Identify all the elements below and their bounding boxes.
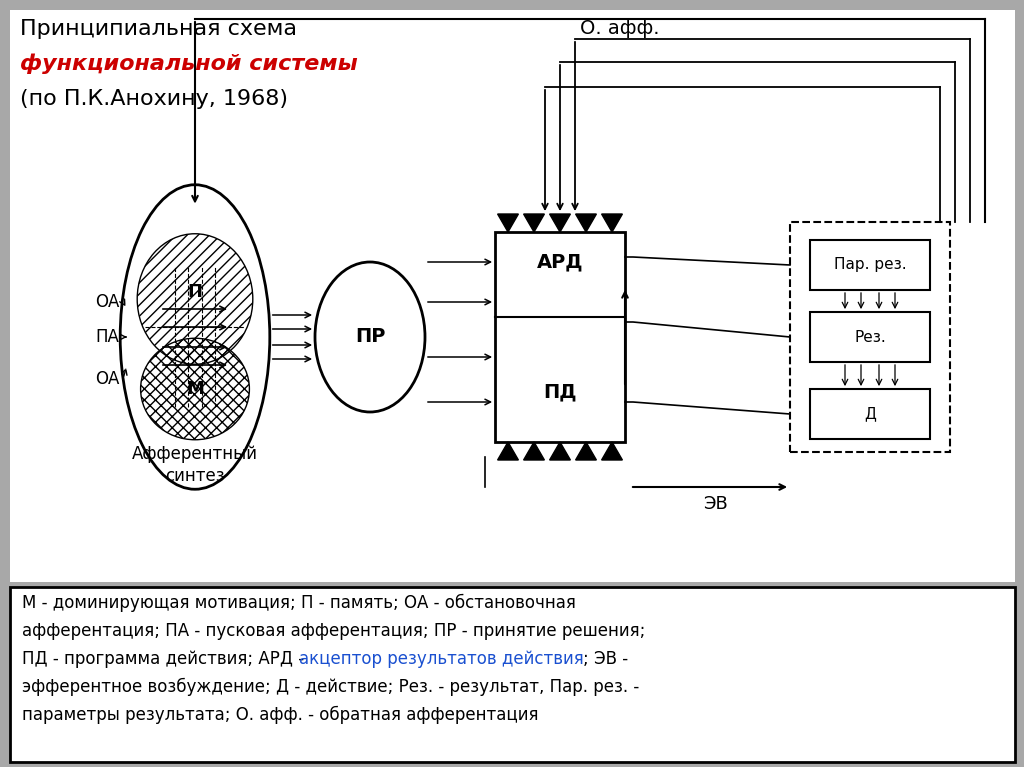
Text: М: М — [186, 380, 204, 398]
Bar — [10, 587, 1015, 762]
Text: АРД: АРД — [537, 252, 584, 272]
Text: Рез.: Рез. — [854, 330, 886, 344]
Text: П: П — [187, 283, 203, 301]
Text: Д: Д — [864, 407, 876, 422]
Text: акцептор результатов действия: акцептор результатов действия — [299, 650, 584, 668]
Polygon shape — [575, 214, 596, 232]
Text: (по П.К.Анохину, 1968): (по П.К.Анохину, 1968) — [20, 89, 288, 109]
Text: афферентация; ПА - пусковая афферентация; ПР - принятие решения;: афферентация; ПА - пусковая афферентация… — [22, 622, 645, 640]
Text: Принципиальная схема: Принципиальная схема — [20, 19, 297, 39]
Ellipse shape — [315, 262, 425, 412]
Text: ОА: ОА — [95, 370, 120, 388]
Polygon shape — [602, 214, 623, 232]
Text: ПР: ПР — [354, 328, 385, 347]
Bar — [810, 389, 930, 439]
Polygon shape — [523, 214, 545, 232]
Polygon shape — [498, 214, 518, 232]
Bar — [10, 10, 340, 187]
Bar — [10, 10, 1015, 582]
Polygon shape — [498, 442, 518, 460]
Polygon shape — [550, 214, 570, 232]
Text: Афферентный
синтез: Афферентный синтез — [132, 445, 258, 486]
Text: О. афф.: О. афф. — [581, 19, 659, 38]
Text: Пар. рез.: Пар. рез. — [834, 258, 906, 272]
Polygon shape — [602, 442, 623, 460]
Text: ЭВ: ЭВ — [702, 495, 727, 513]
Text: функциональной системы: функциональной системы — [20, 53, 357, 74]
Text: ПА: ПА — [95, 328, 119, 346]
Text: ОА: ОА — [95, 293, 120, 311]
Ellipse shape — [120, 185, 269, 489]
Text: ПД: ПД — [544, 383, 577, 401]
Polygon shape — [550, 442, 570, 460]
Text: параметры результата; О. афф. - обратная афферентация: параметры результата; О. афф. - обратная… — [22, 706, 539, 724]
Text: ; ЭВ -: ; ЭВ - — [583, 650, 628, 668]
Bar — [810, 312, 930, 362]
Bar — [495, 232, 625, 442]
Polygon shape — [523, 442, 545, 460]
Bar — [810, 240, 930, 290]
Text: ПД - программа действия; АРД -: ПД - программа действия; АРД - — [22, 650, 309, 668]
Polygon shape — [575, 442, 596, 460]
Text: М - доминирующая мотивация; П - память; ОА - обстановочная: М - доминирующая мотивация; П - память; … — [22, 594, 575, 612]
Text: эфферентное возбуждение; Д - действие; Рез. - результат, Пар. рез. -: эфферентное возбуждение; Д - действие; Р… — [22, 678, 639, 696]
Bar — [790, 222, 950, 452]
